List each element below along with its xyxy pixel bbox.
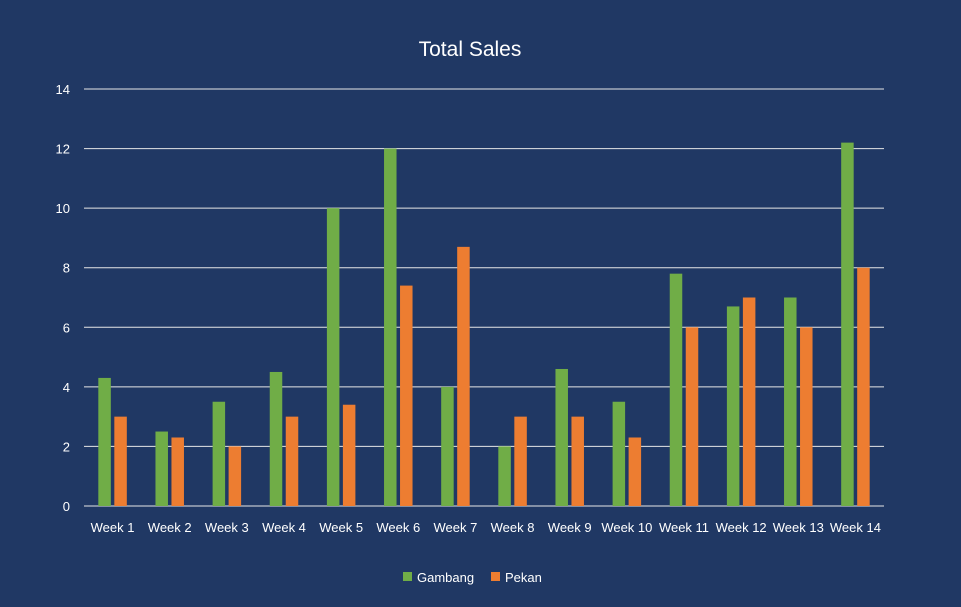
bar-pekan-6 xyxy=(400,286,413,506)
x-tick-label: Week 4 xyxy=(262,520,306,535)
bar-gambang-6 xyxy=(384,149,397,506)
bar-gambang-3 xyxy=(213,402,226,506)
bar-pekan-1 xyxy=(114,417,127,506)
y-tick-label: 2 xyxy=(63,439,70,454)
bar-gambang-8 xyxy=(498,446,511,506)
y-axis-ticks: 0 2 4 6 8 10 12 14 xyxy=(56,82,70,514)
bar-gambang-9 xyxy=(555,369,568,506)
x-tick-label: Week 10 xyxy=(601,520,652,535)
bar-pekan-13 xyxy=(800,327,813,506)
bar-gambang-10 xyxy=(613,402,626,506)
x-tick-label: Week 3 xyxy=(205,520,249,535)
x-tick-label: Week 14 xyxy=(830,520,881,535)
legend-swatch-pekan xyxy=(491,572,500,581)
x-tick-label: Week 13 xyxy=(773,520,824,535)
x-tick-label: Week 2 xyxy=(148,520,192,535)
y-tick-label: 14 xyxy=(56,82,70,97)
bar-pekan-7 xyxy=(457,247,470,506)
legend-label-gambang: Gambang xyxy=(417,570,474,585)
bar-gambang-12 xyxy=(727,306,740,506)
x-tick-label: Week 5 xyxy=(319,520,363,535)
bar-gambang-1 xyxy=(98,378,111,506)
y-tick-label: 12 xyxy=(56,142,70,157)
chart-title: Total Sales xyxy=(419,38,522,61)
bar-gambang-4 xyxy=(270,372,283,506)
x-tick-label: Week 6 xyxy=(376,520,420,535)
bar-pekan-14 xyxy=(857,268,870,506)
x-tick-label: Week 1 xyxy=(91,520,135,535)
bar-pekan-2 xyxy=(171,437,184,506)
bar-pekan-3 xyxy=(229,446,242,506)
x-axis-ticks: Week 1 Week 2 Week 3 Week 4 Week 5 Week 6 Week… xyxy=(91,520,881,535)
bar-gambang-2 xyxy=(155,432,168,506)
bar-gambang-11 xyxy=(670,274,683,506)
y-tick-label: 0 xyxy=(63,499,70,514)
x-tick-label: Week 8 xyxy=(491,520,535,535)
bar-pekan-12 xyxy=(743,298,756,507)
bars xyxy=(98,143,869,506)
bar-pekan-4 xyxy=(286,417,299,506)
legend-label-pekan: Pekan xyxy=(505,570,542,585)
bar-pekan-11 xyxy=(686,327,699,506)
x-tick-label: Week 9 xyxy=(548,520,592,535)
y-tick-label: 4 xyxy=(63,380,70,395)
legend-swatch-gambang xyxy=(403,572,412,581)
bar-pekan-9 xyxy=(571,417,584,506)
x-tick-label: Week 12 xyxy=(716,520,767,535)
bar-pekan-10 xyxy=(629,437,642,506)
gridlines xyxy=(84,89,884,506)
bar-pekan-8 xyxy=(514,417,527,506)
x-tick-label: Week 11 xyxy=(659,520,709,535)
bar-pekan-5 xyxy=(343,405,356,506)
bar-gambang-7 xyxy=(441,387,454,506)
legend: Gambang Pekan xyxy=(403,570,542,585)
bar-gambang-5 xyxy=(327,208,340,506)
y-tick-label: 8 xyxy=(63,261,70,276)
bar-gambang-13 xyxy=(784,298,797,507)
y-tick-label: 10 xyxy=(56,201,70,216)
bar-gambang-14 xyxy=(841,143,854,506)
x-tick-label: Week 7 xyxy=(434,520,478,535)
y-tick-label: 6 xyxy=(63,320,70,335)
